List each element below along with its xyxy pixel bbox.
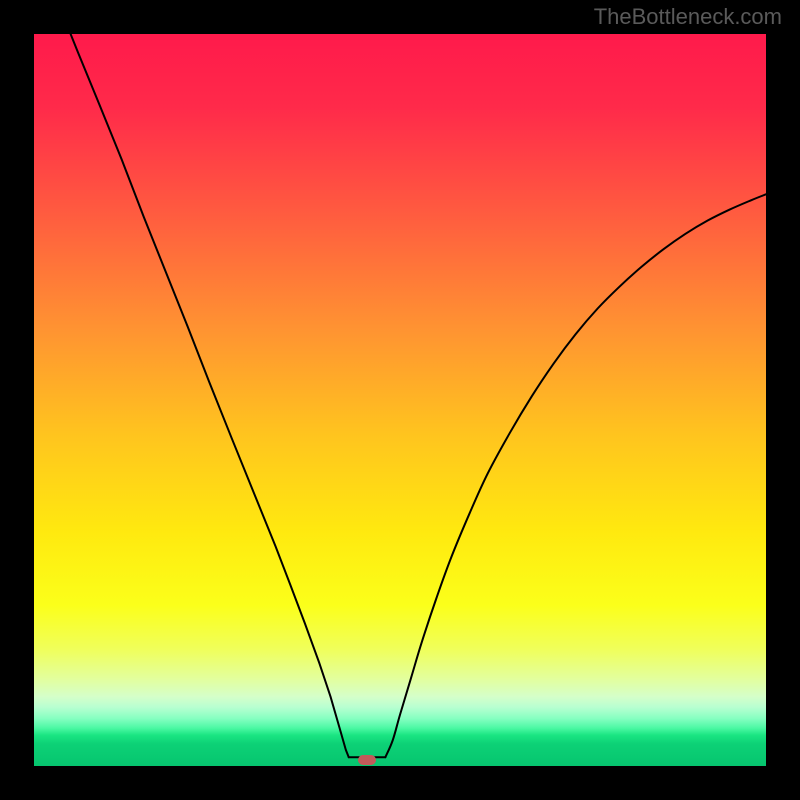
plot-area — [34, 34, 766, 766]
optimum-marker — [358, 755, 376, 765]
watermark-text: TheBottleneck.com — [594, 4, 782, 30]
bottleneck-curve — [34, 34, 766, 766]
chart-frame — [30, 30, 770, 770]
